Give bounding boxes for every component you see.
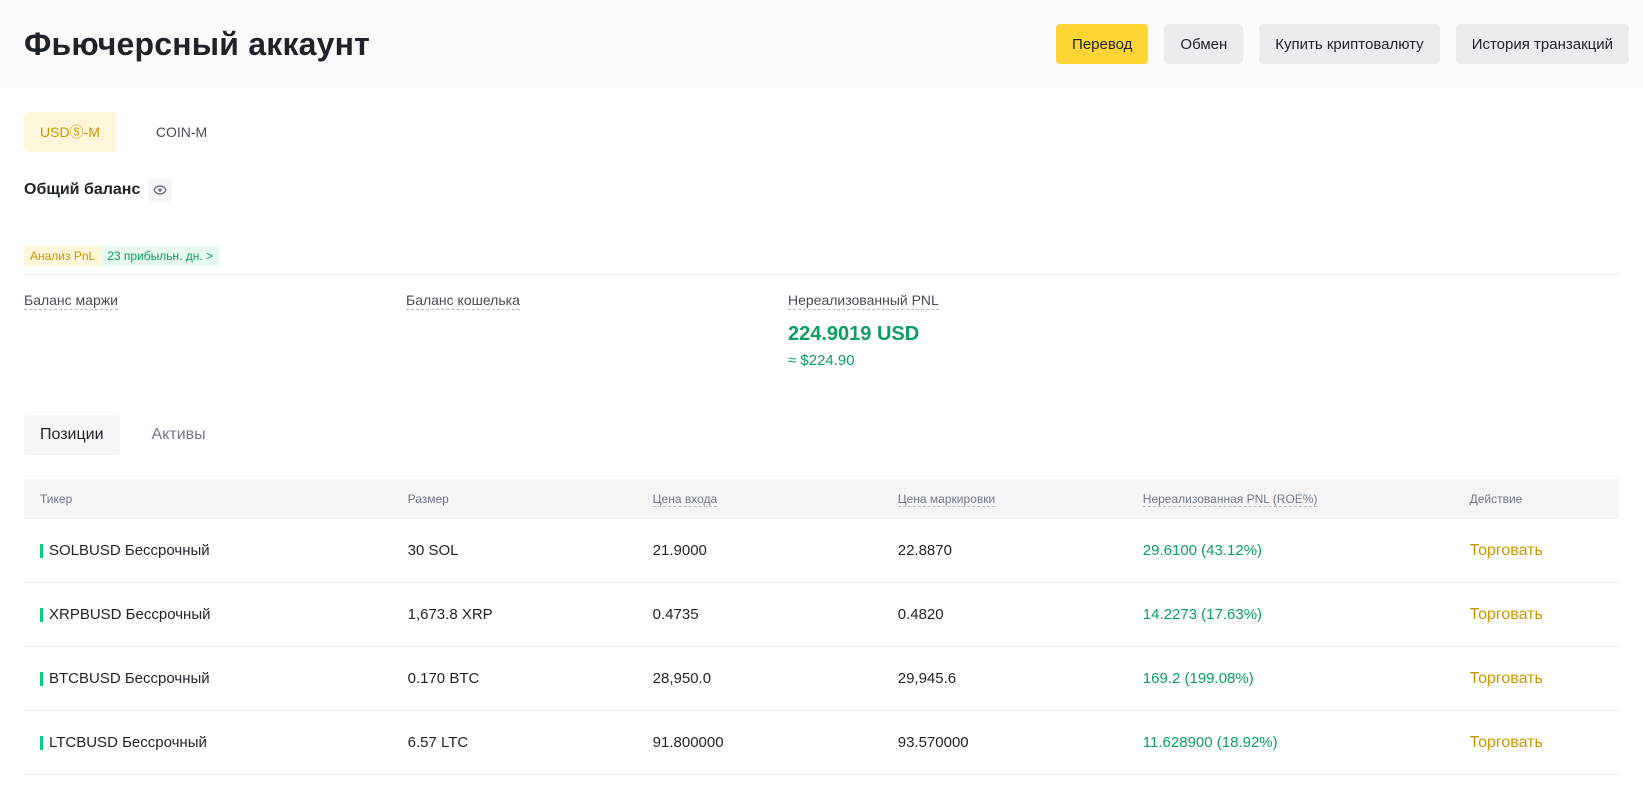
pnl-analysis-link[interactable]: Анализ PnL [24,246,102,266]
transfer-button[interactable]: Перевод [1056,24,1149,64]
main-content: USDⓈ-M COIN-M Общий баланс Анализ PnL 23… [0,112,1643,775]
divider [24,274,1619,275]
mark-price-cell: 0.4820 [897,606,944,623]
header-ticker: Тикер [40,492,73,506]
pnl-cell: 169.2 (199.08%) [1142,670,1254,687]
long-indicator [40,543,43,558]
margin-balance-stat: Баланс маржи [24,292,406,369]
pnl-cell: 14.2273 (17.63%) [1142,606,1263,623]
table-row: LTCBUSD Бессрочный 6.57 LTC 91.800000 93… [24,711,1619,775]
header-action: Действие [1469,492,1523,506]
margin-balance-label: Баланс маржи [24,292,118,310]
unrealized-pnl-label: Нереализованный PNL [788,292,939,310]
wallet-balance-stat: Баланс кошелька [406,292,788,369]
ticker-cell: LTCBUSD Бессрочный [40,734,408,751]
ticker-name: XRPBUSD Бессрочный [49,606,211,623]
exchange-button[interactable]: Обмен [1164,24,1244,64]
pnl-cell: 11.628900 (18.92%) [1142,734,1278,751]
unrealized-pnl-stat: Нереализованный PNL 224.9019 USD ≈ $224.… [788,292,1188,369]
table-row: SOLBUSD Бессрочный 30 SOL 21.9000 22.887… [24,519,1619,583]
tab-positions[interactable]: Позиции [24,415,120,455]
size-cell: 30 SOL [407,542,459,559]
tab-coin-m[interactable]: COIN-M [155,124,208,140]
size-cell: 1,673.8 XRP [407,606,493,623]
ticker-cell: SOLBUSD Бессрочный [40,542,408,559]
pnl-cell: 29.6100 (43.12%) [1142,542,1263,559]
header-size: Размер [407,492,449,506]
mark-price-cell: 93.570000 [897,734,969,751]
account-type-tabs: USDⓈ-M COIN-M [24,112,1619,152]
ticker-name: SOLBUSD Бессрочный [49,542,210,559]
entry-price-cell: 91.800000 [652,734,724,751]
header-actions: Перевод Обмен Купить криптовалюту Истори… [1056,24,1629,64]
entry-price-cell: 0.4735 [652,606,699,623]
table-row: XRPBUSD Бессрочный 1,673.8 XRP 0.4735 0.… [24,583,1619,647]
ticker-name: BTCBUSD Бессрочный [49,670,210,687]
header-entry-price: Цена входа [652,492,718,507]
entry-price-cell: 28,950.0 [652,670,712,687]
trade-link[interactable]: Торговать [1469,541,1543,559]
tab-usds-m[interactable]: USDⓈ-M [24,112,116,152]
trade-link[interactable]: Торговать [1469,733,1543,751]
size-cell: 0.170 BTC [407,670,480,687]
long-indicator [40,607,43,622]
balance-stats: Баланс маржи Баланс кошелька Нереализова… [24,292,1619,369]
wallet-balance-label: Баланс кошелька [406,292,520,310]
buy-crypto-button[interactable]: Купить криптовалюту [1259,24,1440,64]
trade-link[interactable]: Торговать [1469,605,1543,623]
total-balance-label: Общий баланс [24,181,141,198]
header-mark-price: Цена маркировки [897,492,996,507]
total-balance-row: Общий баланс [24,178,1619,202]
table-row: BTCBUSD Бессрочный 0.170 BTC 28,950.0 29… [24,647,1619,711]
long-indicator [40,735,43,750]
unrealized-pnl-usd: ≈ $224.90 [788,352,855,369]
ticker-name: LTCBUSD Бессрочный [49,734,207,751]
ticker-cell: XRPBUSD Бессрочный [40,606,408,623]
eye-icon[interactable] [148,178,173,202]
entry-price-cell: 21.9000 [652,542,707,559]
position-tabs: Позиции Активы [24,415,1619,455]
unrealized-pnl-value: 224.9019 USD [788,323,920,345]
header-pnl: Нереализованная PNL (ROE%) [1142,492,1318,507]
tab-assets[interactable]: Активы [151,426,206,443]
mark-price-cell: 22.8870 [897,542,952,559]
trade-link[interactable]: Торговать [1469,669,1543,687]
long-indicator [40,671,43,686]
table-header: Тикер Размер Цена входа Цена маркировки … [24,479,1619,519]
profitable-days-badge[interactable]: 23 прибыльн. дн. > [101,246,220,266]
pnl-analysis-row: Анализ PnL 23 прибыльн. дн. > [24,246,1619,266]
ticker-cell: BTCBUSD Бессрочный [40,670,408,687]
size-cell: 6.57 LTC [407,734,469,751]
mark-price-cell: 29,945.6 [897,670,957,687]
page-header: Фьючерсный аккаунт Перевод Обмен Купить … [0,0,1643,88]
page-title: Фьючерсный аккаунт [24,25,371,62]
transaction-history-button[interactable]: История транзакций [1455,24,1629,64]
positions-table: Тикер Размер Цена входа Цена маркировки … [24,479,1619,775]
